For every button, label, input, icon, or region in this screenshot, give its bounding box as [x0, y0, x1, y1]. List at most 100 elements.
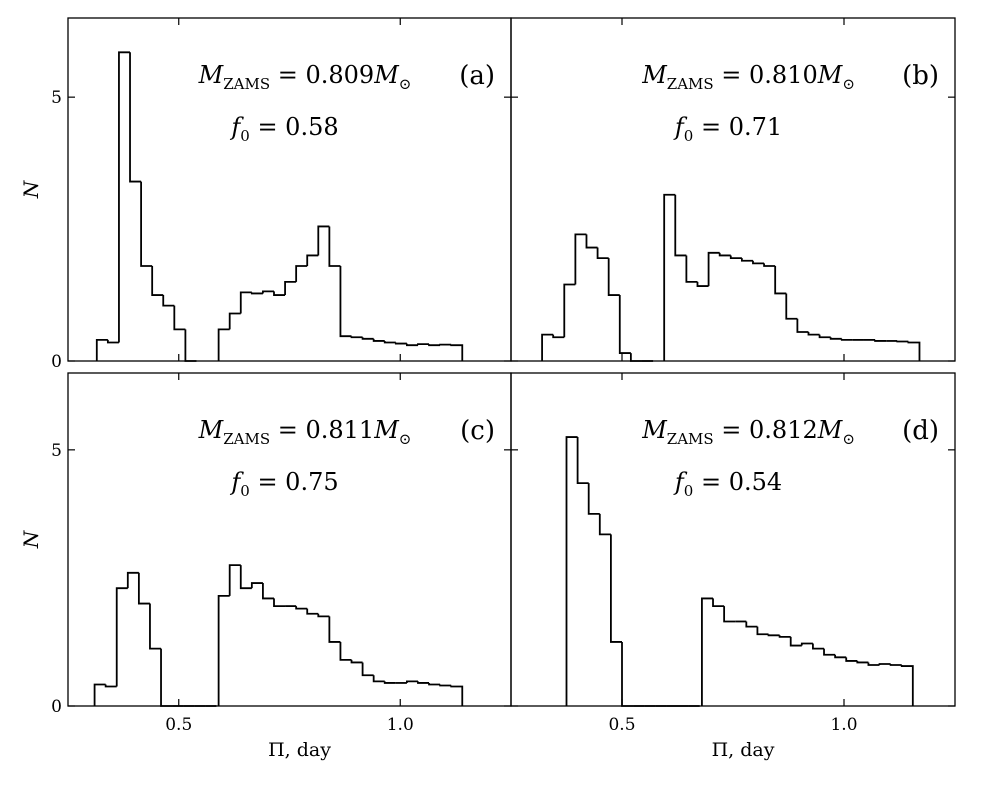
histogram-bin: [104, 684, 117, 688]
histogram-bin: [250, 292, 263, 295]
histogram-bin: [900, 665, 914, 706]
histogram-bin: [774, 266, 787, 295]
histogram-bin: [718, 252, 731, 257]
histogram-bin: [372, 675, 385, 683]
histogram-bin: [417, 343, 430, 346]
histogram-bin: [598, 513, 611, 536]
histogram-bin: [428, 682, 441, 686]
histogram-bin: [812, 643, 825, 650]
x-tick-label: 0.5: [608, 715, 635, 735]
histogram-bin: [800, 642, 813, 646]
histogram-bin: [239, 291, 252, 314]
histogram-bin: [405, 680, 418, 683]
f0-annotation: f0 = 0.58: [229, 113, 338, 145]
histogram-bin: [439, 684, 452, 687]
histogram-bin: [563, 283, 576, 338]
histogram-bin: [729, 255, 742, 259]
histogram-bin: [339, 641, 352, 661]
histogram-bin: [818, 334, 831, 339]
histogram-bin: [907, 341, 921, 361]
histogram-bin: [618, 295, 631, 354]
histogram-bin: [317, 225, 330, 256]
panel-label: (b): [902, 61, 939, 91]
histogram-bin: [394, 342, 407, 345]
histogram-bin: [845, 657, 858, 662]
x-axis-label: Π, day: [268, 739, 331, 761]
y-tick-label: 0: [51, 697, 62, 717]
histogram-bin: [162, 295, 175, 307]
histogram-bin: [284, 280, 297, 296]
x-tick-label: 1.0: [830, 715, 857, 735]
histogram-bin: [295, 606, 308, 610]
histogram-bin: [867, 662, 880, 666]
histogram-bin: [106, 339, 119, 344]
histogram-bin: [723, 606, 736, 623]
histogram-bin: [339, 266, 352, 338]
panel-b: MZAMS = 0.810M⊙ f0 = 0.71 (b): [510, 17, 956, 362]
histogram-bin: [118, 51, 131, 343]
histogram-bin: [756, 626, 769, 636]
mass-annotation: MZAMS = 0.811M⊙: [198, 416, 412, 448]
histogram-bin: [565, 436, 578, 706]
histogram-bin: [685, 255, 698, 283]
histogram-bin: [450, 685, 464, 706]
panel-d: 0.5 1.0 MZAMS = 0.812M⊙ f0 = 0.54 (d) Π, day: [510, 372, 956, 761]
histogram-bin: [250, 582, 263, 589]
mass-annotation: MZAMS = 0.810M⊙: [641, 61, 855, 93]
histogram-bin: [740, 258, 753, 262]
histogram-bin: [607, 258, 620, 296]
histogram-bin: [552, 334, 565, 339]
histogram-bin: [328, 616, 341, 643]
histogram-bin: [328, 226, 341, 267]
histogram-bin: [350, 659, 363, 664]
x-tick-label: 1.0: [387, 715, 414, 735]
histogram-bin: [273, 291, 286, 296]
x-axis-label: Π, day: [712, 739, 775, 761]
y-tick-label: 5: [51, 441, 62, 461]
histogram-bin: [295, 265, 308, 282]
mass-annotation: MZAMS = 0.809M⊙: [198, 61, 412, 93]
histogram-bin: [160, 648, 173, 707]
histogram-bin: [372, 338, 385, 342]
histogram-bin: [834, 654, 847, 659]
mass-annotation: MZAMS = 0.812M⊙: [641, 416, 855, 448]
histogram-bin: [217, 594, 230, 706]
histogram-bin: [184, 329, 197, 362]
histogram-bin: [889, 663, 902, 666]
histogram-bin: [262, 583, 274, 600]
histogram-bin: [149, 603, 162, 650]
y-axis-label: N: [19, 179, 43, 199]
x-tick-label: 0.5: [165, 715, 192, 735]
histogram-bin: [383, 681, 396, 684]
panel-frame: [510, 372, 956, 707]
histogram-bin: [140, 181, 153, 267]
histogram-bin: [896, 340, 909, 343]
histogram-bin: [239, 565, 252, 590]
histogram-bin: [587, 483, 600, 515]
histogram-bin: [707, 251, 720, 287]
histogram-bin: [317, 613, 330, 618]
histogram-bin: [878, 663, 891, 666]
histogram-bin: [621, 641, 634, 707]
histogram-bin: [767, 634, 780, 637]
histogram-bin: [126, 571, 139, 589]
panel-a: 0 5 MZAMS = 0.809M⊙ f0 = 0.58 (a) N: [19, 17, 512, 372]
histogram-bin: [629, 353, 642, 362]
histogram-bin: [823, 648, 836, 656]
panel-label: (a): [459, 61, 495, 91]
histogram-bin: [789, 636, 802, 647]
histogram-bin: [796, 318, 809, 333]
y-tick-label: 0: [51, 352, 62, 372]
histogram-bin: [273, 598, 286, 607]
histogram-bin: [306, 254, 319, 267]
histogram-bin: [450, 344, 464, 361]
panel-frame: [510, 17, 956, 362]
histogram-bin: [701, 597, 714, 706]
histogram-bin: [383, 340, 396, 344]
panel-label: (c): [460, 416, 495, 446]
histogram-bin: [763, 263, 776, 267]
histogram-bin: [874, 339, 887, 342]
histogram-bin: [173, 305, 186, 331]
histogram-bin: [585, 234, 598, 249]
